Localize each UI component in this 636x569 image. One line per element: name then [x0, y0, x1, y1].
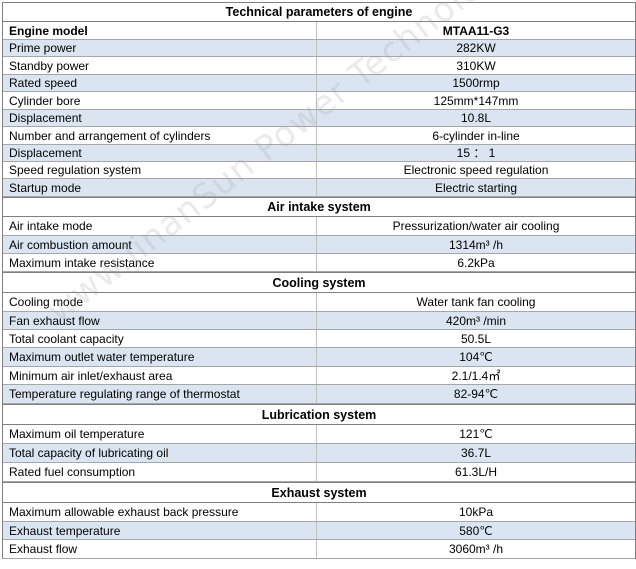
row-value: 82-94℃: [453, 387, 499, 401]
row-value: 61.3L/H: [454, 465, 498, 479]
row-label: Speed regulation system: [3, 162, 317, 178]
section-title-lubrication: Lubrication system: [3, 404, 635, 425]
row-label: Number and arrangement of cylinders: [3, 127, 317, 144]
row-label: Fan exhaust flow: [3, 312, 317, 329]
table-row: Prime power 282KW: [3, 40, 635, 57]
section-title-exhaust: Exhaust system: [3, 482, 635, 503]
table-row: Displacement 15 ： 1: [3, 145, 635, 162]
table-row: Cooling mode Water tank fan cooling: [3, 293, 635, 312]
row-label: Rated speed: [3, 75, 317, 91]
row-value: Water tank fan cooling: [416, 295, 536, 309]
table-row: Number and arrangement of cylinders 6-cyl…: [3, 127, 635, 145]
table-row: Exhaust flow 3060m³ /h: [3, 540, 635, 559]
row-value: 10.8L: [460, 111, 492, 125]
row-label: Maximum allowable exhaust back pressure: [3, 503, 317, 521]
table-row: Air combustion amount 1314m³ /h: [3, 236, 635, 254]
spec-table: Technical parameters of engine Engine mo…: [2, 2, 636, 559]
row-label: Standby power: [3, 57, 317, 74]
row-value: 1500rmp: [452, 76, 500, 90]
row-value: 121℃: [459, 427, 493, 441]
row-value: 50.5L: [460, 331, 492, 346]
row-label: Rated fuel consumption: [3, 463, 317, 481]
engine-rows: Prime power 282KW Standby power 310KW Rate…: [3, 40, 635, 197]
row-label: Total capacity of lubricating oil: [3, 444, 317, 462]
row-label: Maximum outlet water temperature: [3, 348, 317, 366]
row-label: Air combustion amount: [3, 236, 317, 253]
table-row: Exhaust temperature 580℃: [3, 522, 635, 540]
table-row: Maximum intake resistance 6.2kPa: [3, 254, 635, 272]
row-value: 6-cylinder in-line: [432, 128, 520, 143]
header-label: Engine model: [3, 22, 317, 39]
row-value: 15 ： 1: [456, 146, 496, 160]
table-row: Temperature regulating range of thermost…: [3, 385, 635, 404]
table-row: Total coolant capacity 50.5L: [3, 330, 635, 348]
table-row: Speed regulation system Electronic speed …: [3, 162, 635, 179]
row-label: Cylinder bore: [3, 92, 317, 109]
header-row: Engine model MTAA11-G3: [3, 22, 635, 40]
row-label: Startup mode: [3, 179, 317, 196]
section-title-air-intake: Air intake system: [3, 197, 635, 217]
table-row: Cylinder bore 125mm*147mm: [3, 92, 635, 110]
table-row: Standby power 310KW: [3, 57, 635, 75]
table-row: Rated speed 1500rmp: [3, 75, 635, 92]
row-value: 420m³ /min: [445, 313, 507, 328]
row-label: Air intake mode: [3, 217, 317, 235]
table-row: Displacement 10.8L: [3, 110, 635, 127]
table-row: Total capacity of lubricating oil 36.7L: [3, 444, 635, 463]
row-value: 6.2kPa: [457, 255, 495, 270]
row-value: 104℃: [459, 350, 493, 364]
row-value: 10kPa: [458, 505, 494, 519]
row-label: Displacement: [3, 110, 317, 126]
row-value: 1314m³ /h: [448, 237, 504, 252]
table-row: Rated fuel consumption 61.3L/H: [3, 463, 635, 482]
row-label: Exhaust temperature: [3, 522, 317, 539]
row-label: Total coolant capacity: [3, 330, 317, 347]
row-label: Exhaust flow: [3, 540, 317, 558]
header-value: MTAA11-G3: [442, 23, 510, 38]
row-label: Maximum oil temperature: [3, 425, 317, 443]
row-label: Prime power: [3, 40, 317, 56]
row-value: Electric starting: [434, 180, 518, 195]
table-row: Maximum oil temperature 121℃: [3, 425, 635, 444]
table-row: Air intake mode Pressurization/water air …: [3, 217, 635, 236]
row-value: 282KW: [456, 41, 496, 55]
table-row: Startup mode Electric starting: [3, 179, 635, 197]
section-title-cooling: Cooling system: [3, 272, 635, 293]
row-value: 36.7L: [460, 446, 492, 460]
table-row: Fan exhaust flow 420m³ /min: [3, 312, 635, 330]
row-label: Temperature regulating range of thermost…: [3, 385, 317, 403]
row-label: Displacement: [3, 145, 317, 161]
table-row: Minimum air inlet/exhaust area 2.1/1.4㎡: [3, 367, 635, 385]
row-label: Cooling mode: [3, 293, 317, 311]
row-value: 580℃: [459, 523, 493, 538]
row-value: 2.1/1.4㎡: [451, 368, 501, 383]
row-value: Pressurization/water air cooling: [392, 219, 560, 233]
row-label: Maximum intake resistance: [3, 254, 317, 271]
row-value: 3060m³ /h: [448, 542, 504, 556]
table-row: Maximum outlet water temperature 104℃: [3, 348, 635, 367]
row-label: Minimum air inlet/exhaust area: [3, 367, 317, 384]
table-row: Maximum allowable exhaust back pressure 1…: [3, 503, 635, 522]
table-title: Technical parameters of engine: [3, 2, 635, 22]
row-value: 310KW: [456, 58, 496, 73]
row-value: Electronic speed regulation: [403, 163, 549, 177]
row-value: 125mm*147mm: [433, 93, 519, 108]
